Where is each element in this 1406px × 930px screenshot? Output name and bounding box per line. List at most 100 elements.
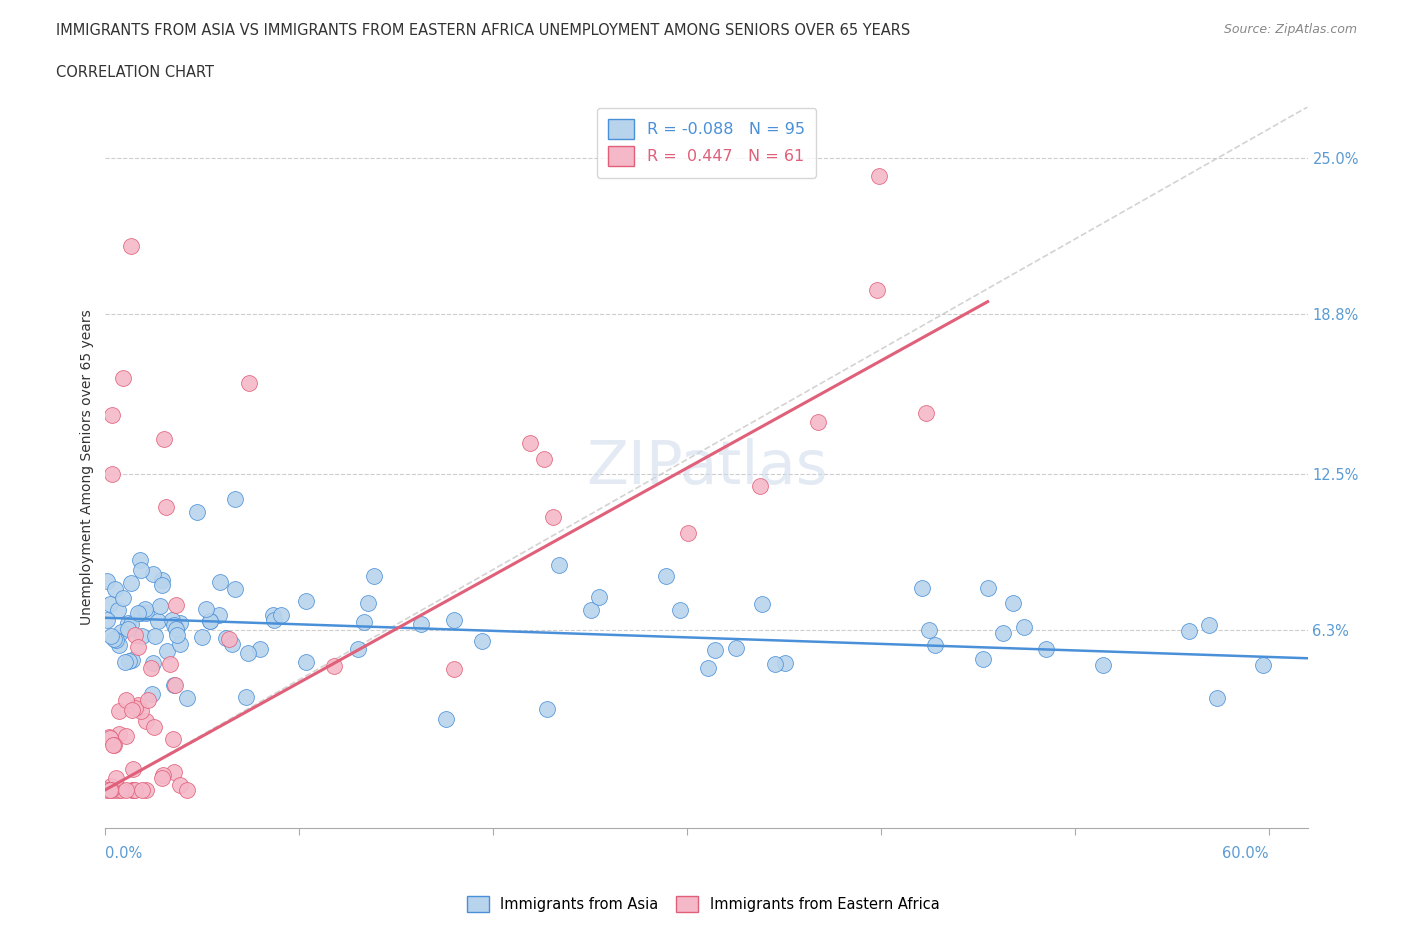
Point — [104, 632, 127, 647]
Point — [142, 566, 165, 581]
Legend: Immigrants from Asia, Immigrants from Eastern Africa: Immigrants from Asia, Immigrants from Ea… — [461, 891, 945, 918]
Point — [103, 737, 125, 752]
Point — [519, 435, 541, 450]
Point — [991, 625, 1014, 640]
Point — [121, 762, 143, 777]
Point — [249, 642, 271, 657]
Point — [434, 711, 457, 726]
Point — [120, 617, 142, 631]
Point — [162, 731, 184, 746]
Point — [127, 640, 149, 655]
Point — [127, 605, 149, 620]
Point — [697, 660, 720, 675]
Point — [96, 612, 118, 627]
Point — [536, 701, 558, 716]
Point — [103, 631, 125, 646]
Point — [117, 615, 139, 630]
Point — [191, 630, 214, 644]
Point — [218, 631, 240, 646]
Point — [134, 602, 156, 617]
Point — [357, 596, 380, 611]
Point — [108, 637, 131, 652]
Point — [131, 629, 153, 644]
Point — [142, 720, 165, 735]
Point — [101, 737, 124, 752]
Point — [588, 590, 610, 604]
Point — [114, 693, 136, 708]
Point — [124, 782, 146, 797]
Point — [114, 782, 136, 797]
Point — [121, 576, 143, 591]
Point — [104, 582, 127, 597]
Point — [139, 661, 162, 676]
Point — [121, 702, 143, 717]
Point — [1253, 658, 1275, 673]
Point — [117, 622, 139, 637]
Point — [135, 605, 157, 620]
Point — [98, 597, 121, 612]
Point — [169, 616, 191, 631]
Point — [118, 653, 141, 668]
Point — [579, 603, 602, 618]
Point — [724, 640, 747, 655]
Point — [129, 704, 152, 719]
Point — [150, 771, 173, 786]
Point — [353, 614, 375, 629]
Point — [124, 628, 146, 643]
Point — [911, 581, 934, 596]
Point — [914, 405, 936, 420]
Point — [655, 569, 678, 584]
Point — [165, 622, 187, 637]
Point — [209, 575, 232, 590]
Point — [153, 432, 176, 446]
Point — [124, 701, 146, 716]
Point — [977, 580, 1000, 595]
Point — [108, 782, 131, 797]
Legend: R = -0.088   N = 95, R =  0.447   N = 61: R = -0.088 N = 95, R = 0.447 N = 61 — [598, 108, 815, 178]
Point — [122, 782, 145, 797]
Point — [155, 499, 177, 514]
Point — [138, 693, 160, 708]
Point — [236, 645, 259, 660]
Point — [347, 642, 370, 657]
Point — [108, 704, 131, 719]
Point — [972, 652, 994, 667]
Point — [215, 631, 238, 645]
Point — [471, 633, 494, 648]
Point — [748, 479, 770, 494]
Point — [135, 713, 157, 728]
Point — [1001, 596, 1024, 611]
Point — [165, 677, 187, 692]
Point — [152, 578, 174, 592]
Point — [104, 770, 127, 785]
Text: Source: ZipAtlas.com: Source: ZipAtlas.com — [1223, 23, 1357, 36]
Point — [114, 655, 136, 670]
Point — [163, 764, 186, 779]
Point — [186, 504, 208, 519]
Point — [166, 627, 188, 642]
Point — [169, 637, 191, 652]
Point — [294, 593, 316, 608]
Point — [131, 563, 153, 578]
Point — [128, 552, 150, 567]
Point — [111, 370, 134, 385]
Point — [1035, 642, 1057, 657]
Point — [101, 466, 124, 481]
Point — [165, 598, 187, 613]
Point — [127, 698, 149, 712]
Point — [409, 617, 432, 631]
Point — [115, 728, 138, 743]
Point — [221, 637, 243, 652]
Point — [98, 730, 121, 745]
Point — [763, 657, 786, 671]
Text: CORRELATION CHART: CORRELATION CHART — [56, 65, 214, 80]
Point — [533, 452, 555, 467]
Point — [135, 782, 157, 797]
Point — [96, 574, 118, 589]
Point — [101, 408, 124, 423]
Point — [295, 655, 318, 670]
Point — [143, 629, 166, 644]
Point — [108, 726, 131, 741]
Point — [668, 603, 690, 618]
Point — [1205, 691, 1227, 706]
